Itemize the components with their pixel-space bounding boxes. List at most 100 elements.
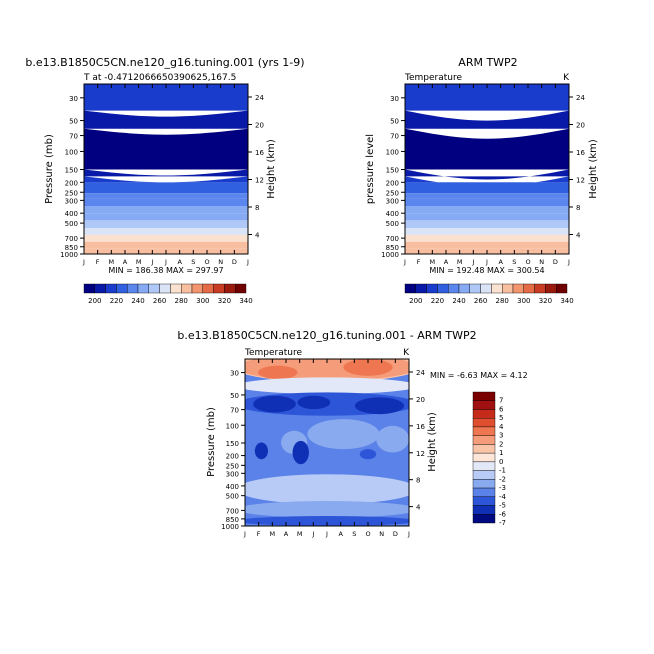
month-tick-label: A bbox=[338, 530, 343, 538]
colorbar-label: 320 bbox=[218, 297, 231, 305]
colorbar-swatch bbox=[148, 283, 160, 294]
pressure-tick-label: 500 bbox=[386, 220, 399, 228]
contour-band bbox=[84, 169, 248, 177]
temperature-difference-field bbox=[245, 359, 409, 526]
month-tick-label: A bbox=[123, 258, 128, 266]
pressure-tick-label: 500 bbox=[65, 220, 78, 228]
month-tick-label: S bbox=[191, 258, 195, 266]
colorbar-label: -5 bbox=[499, 502, 506, 510]
contour-band bbox=[405, 234, 569, 242]
colorbar-label: 0 bbox=[499, 458, 503, 466]
month-tick-label: J bbox=[246, 258, 249, 266]
contour-band bbox=[405, 187, 569, 194]
month-tick-label: J bbox=[567, 258, 570, 266]
colorbar-swatch bbox=[180, 283, 193, 294]
contour-band bbox=[405, 220, 569, 229]
min-max-label: MIN = -6.63 MAX = 4.12 bbox=[430, 371, 528, 380]
contour-band bbox=[354, 397, 405, 415]
height-tick-label: 12 bbox=[416, 450, 425, 458]
panel-right-label: K bbox=[403, 348, 410, 358]
colorbar-swatch bbox=[404, 283, 417, 294]
panel-left-label: Temperature bbox=[404, 73, 462, 83]
contour-band bbox=[258, 365, 298, 380]
colorbar-label: -6 bbox=[499, 510, 507, 518]
colorbar-label: 2 bbox=[499, 440, 503, 448]
pressure-tick-label: 70 bbox=[69, 133, 78, 141]
pressure-tick-label: 300 bbox=[226, 470, 239, 478]
pressure-tick-label: 700 bbox=[65, 235, 78, 243]
contour-band bbox=[405, 213, 569, 221]
temperature-field bbox=[84, 84, 248, 254]
height-tick-label: 24 bbox=[416, 369, 425, 377]
pressure-tick-label: 70 bbox=[390, 133, 399, 141]
colorbar-swatch bbox=[523, 283, 535, 294]
contour-band bbox=[84, 187, 248, 194]
colorbar: 200 220 240 260 280 300 320 340 bbox=[83, 283, 253, 305]
contour-band bbox=[405, 228, 569, 235]
month-tick-label: M bbox=[457, 258, 463, 266]
month-tick-label: M bbox=[136, 258, 142, 266]
month-tick-label: M bbox=[270, 530, 276, 538]
contour-band bbox=[254, 442, 268, 460]
height-tick-label: 16 bbox=[255, 149, 264, 157]
colorbar-swatch bbox=[472, 400, 496, 410]
contour-band bbox=[253, 395, 296, 413]
contour-band bbox=[405, 110, 569, 129]
colorbar-swatch bbox=[472, 496, 496, 506]
pressure-tick-label: 150 bbox=[226, 440, 239, 448]
height-tick-label: 8 bbox=[416, 477, 420, 485]
pressure-tick-label: 50 bbox=[69, 118, 78, 126]
month-tick-label: S bbox=[512, 258, 516, 266]
colorbar-label: 200 bbox=[88, 297, 101, 305]
colorbar-label: 1 bbox=[499, 449, 503, 457]
colorbar-swatch bbox=[472, 391, 496, 401]
pressure-tick-label: 250 bbox=[226, 462, 239, 470]
month-tick-label: J bbox=[471, 258, 474, 266]
colorbar-label: -2 bbox=[499, 475, 506, 483]
colorbar-swatch bbox=[137, 283, 150, 294]
month-tick-label: O bbox=[525, 258, 530, 266]
colorbar-label: -4 bbox=[499, 493, 507, 501]
min-max-label: MIN = 186.38 MAX = 297.97 bbox=[108, 266, 223, 275]
height-tick-label: 12 bbox=[576, 177, 585, 185]
pressure-tick-label: 850 bbox=[65, 244, 78, 252]
colorbar-label: -1 bbox=[499, 467, 506, 475]
panel-right-label: K bbox=[563, 73, 570, 83]
pressure-tick-label: 1000 bbox=[381, 251, 399, 259]
colorbar-swatch bbox=[472, 426, 496, 436]
month-tick-label: J bbox=[164, 258, 167, 266]
month-tick-label: J bbox=[485, 258, 488, 266]
colorbar-label: 200 bbox=[409, 297, 422, 305]
temperature-field bbox=[405, 84, 569, 254]
contour-band bbox=[376, 425, 409, 453]
colorbar-label: 240 bbox=[452, 297, 465, 305]
panel-left-label: T at -0.4712066650390625,167.5 bbox=[83, 73, 236, 83]
colorbar-label: 340 bbox=[560, 297, 573, 305]
colorbar-swatch bbox=[159, 283, 171, 294]
colorbar-swatch bbox=[94, 283, 106, 294]
colorbar-swatch bbox=[472, 461, 496, 471]
contour-band bbox=[359, 449, 377, 460]
height-tick-label: 16 bbox=[416, 423, 425, 431]
month-tick-label: A bbox=[177, 258, 182, 266]
height-tick-label: 8 bbox=[255, 204, 259, 212]
contour-band bbox=[245, 377, 409, 395]
pressure-tick-label: 1000 bbox=[221, 523, 239, 531]
height-tick-label: 4 bbox=[576, 232, 581, 240]
y2-axis-label: Height (km) bbox=[266, 139, 277, 199]
pressure-tick-label: 100 bbox=[226, 422, 239, 430]
colorbar-swatch bbox=[472, 487, 496, 498]
month-tick-label: A bbox=[284, 530, 289, 538]
pressure-tick-label: 850 bbox=[386, 244, 399, 252]
month-tick-label: J bbox=[407, 530, 410, 538]
contour-band bbox=[84, 220, 248, 229]
month-tick-label: F bbox=[96, 258, 100, 266]
panel-model: b.e13.B1850C5CN.ne120_g16.tuning.001 (yr… bbox=[25, 56, 304, 305]
colorbar-swatch bbox=[202, 283, 214, 294]
contour-band bbox=[297, 395, 331, 410]
colorbar-label: 260 bbox=[153, 297, 166, 305]
